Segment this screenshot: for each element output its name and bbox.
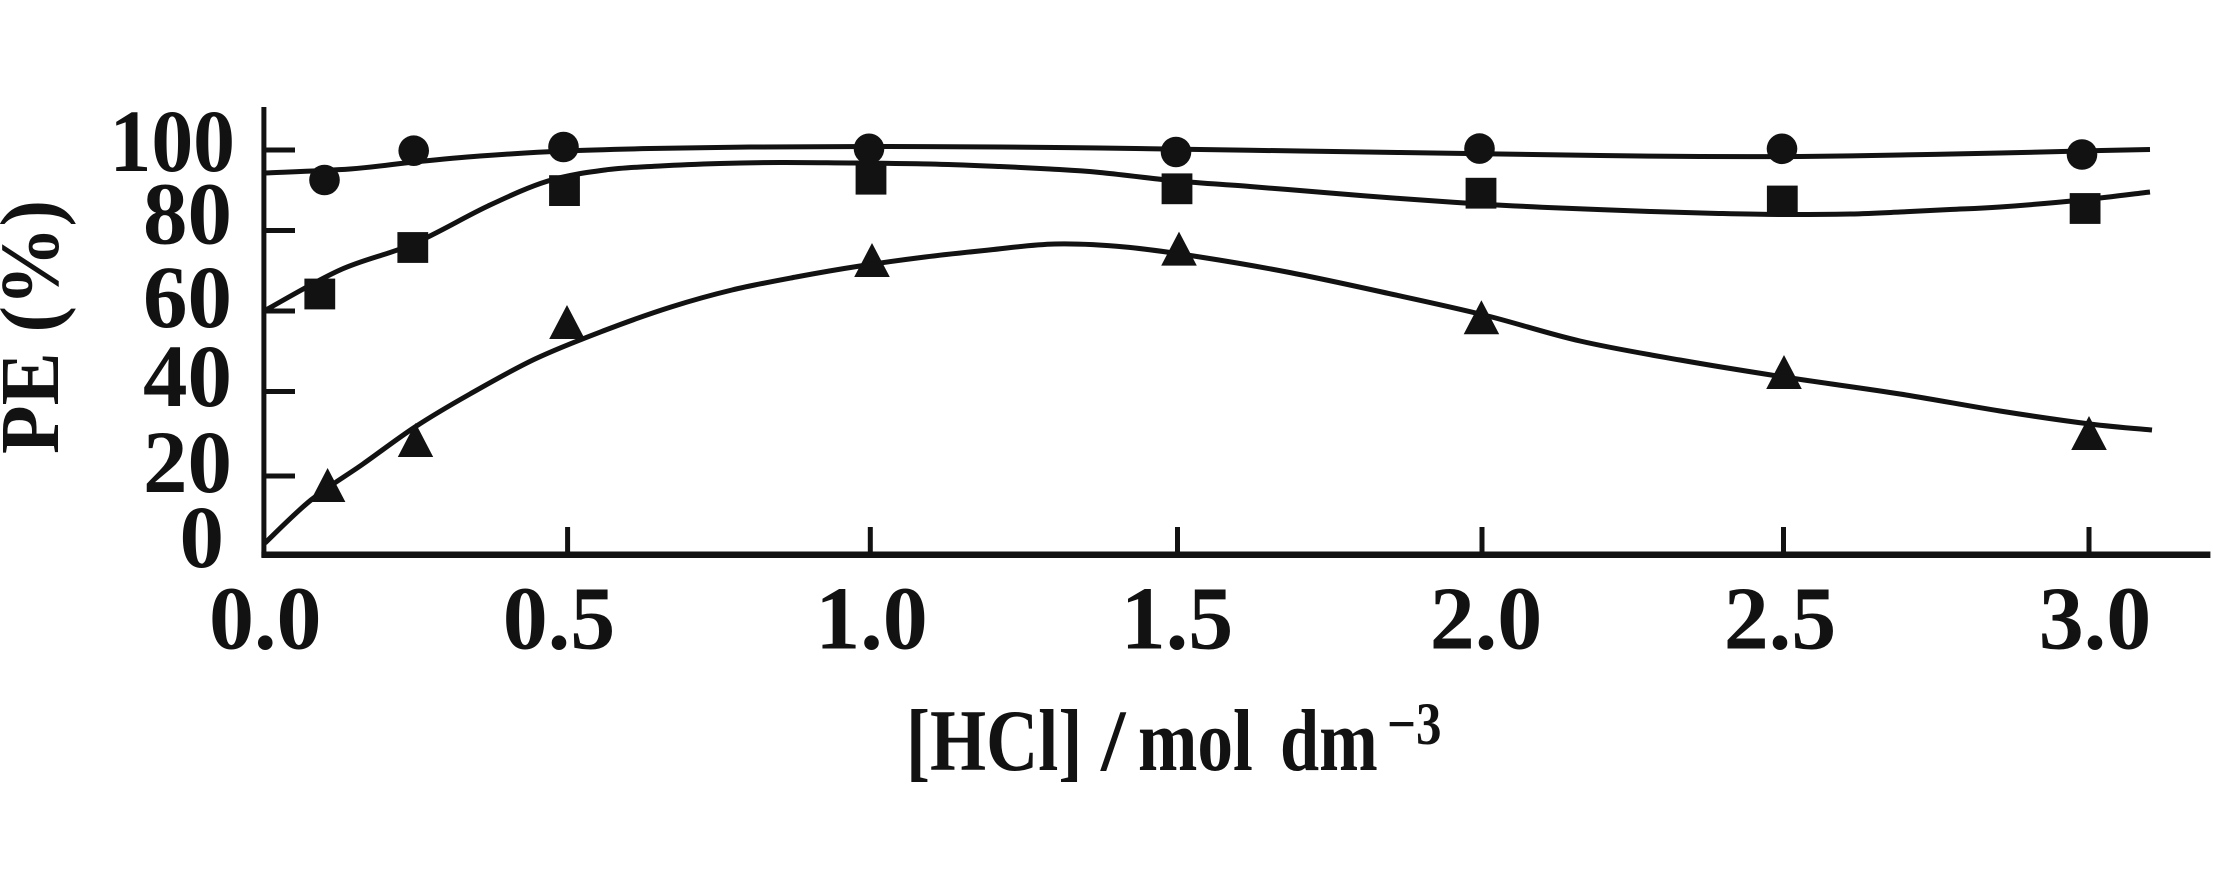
svg-text:1.0: 1.0: [815, 570, 928, 669]
svg-text:60: 60: [143, 249, 232, 347]
svg-text:[HCl]: [HCl]: [906, 692, 1082, 789]
svg-text:20: 20: [143, 414, 232, 512]
svg-text:80: 80: [143, 166, 232, 264]
svg-text:40: 40: [143, 328, 232, 426]
svg-text:0: 0: [180, 489, 225, 587]
svg-text:2.0: 2.0: [1430, 570, 1543, 669]
svg-text:−3: −3: [1387, 691, 1442, 758]
svg-text:PE (%): PE (%): [0, 200, 76, 454]
svg-text:dm: dm: [1280, 693, 1378, 790]
svg-text:2.5: 2.5: [1724, 570, 1837, 669]
svg-text:100: 100: [110, 92, 235, 191]
svg-text:mol: mol: [1138, 693, 1253, 790]
svg-text:/: /: [1100, 693, 1127, 790]
svg-text:0.5: 0.5: [503, 570, 616, 669]
svg-text:0.0: 0.0: [209, 570, 322, 669]
svg-text:3.0: 3.0: [2039, 570, 2152, 669]
svg-text:1.5: 1.5: [1121, 570, 1234, 669]
